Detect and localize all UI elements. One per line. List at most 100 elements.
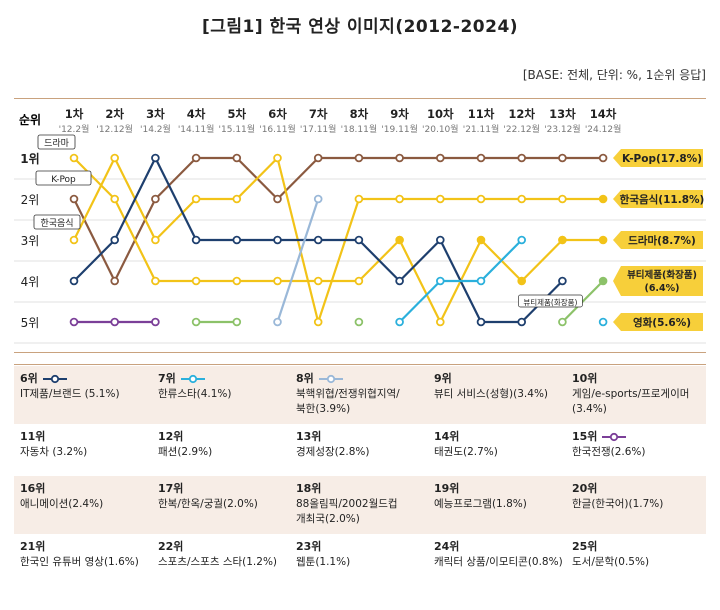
end-label-box: [613, 313, 703, 331]
legend-rank: 16위: [20, 480, 152, 497]
start-label: K-Pop: [51, 175, 76, 185]
legend-name: 88올림픽/2002월드컵 개최국(2.0%): [296, 498, 398, 525]
legend-name: 북핵위협/전쟁위협지역/북한(3.9%): [296, 388, 400, 415]
data-point: [110, 276, 119, 286]
legend-rank: 20위: [572, 480, 704, 497]
legend-rank: 15위: [572, 428, 704, 445]
legend-name: 한복/한옥/궁궐(2.0%): [158, 498, 258, 510]
data-point: [435, 235, 445, 245]
data-point: [476, 276, 486, 286]
legend-row: 11위 자동차 (3.2%) 12위 패션(2.9%) 13위 경제성장(2.8%) 14위…: [14, 424, 706, 476]
wave-date: '14.2월: [140, 123, 171, 135]
legend-cell: 17위 한복/한옥/궁궐(2.0%): [152, 476, 290, 534]
wave-headers: 1차 '12.2월 2차 '12.12월 3차 '14.2월 4차 '14.11월 5차 '15.…: [59, 107, 622, 135]
legend-name: 한국전쟁(2.6%): [572, 446, 646, 458]
legend-rank: 13위: [296, 428, 428, 445]
series-line: [398, 239, 523, 323]
data-point: [354, 276, 364, 286]
legend-name: 도서/문학(0.5%): [572, 556, 650, 568]
legend-cell: 18위 88올림픽/2002월드컵 개최국(2.0%): [290, 476, 428, 534]
data-point: [598, 235, 608, 245]
legend-rank: 8위: [296, 370, 428, 387]
wave-label: 10차: [427, 107, 454, 121]
data-point: [110, 194, 119, 204]
start-label: 드라마: [44, 138, 70, 149]
legend-rank: 22위: [158, 538, 290, 555]
legend-rank: 11위: [20, 428, 152, 445]
base-note: [BASE: 전체, 단위: %, 1순위 응답]: [522, 68, 706, 82]
legend-rank-text: 7위: [158, 372, 176, 385]
legend-cell: 19위 예능프로그램(1.8%): [428, 476, 566, 534]
legend-rank: 24위: [434, 538, 566, 555]
wave-label: 9차: [390, 107, 409, 121]
data-point: [110, 317, 119, 327]
start-label: 한국음식: [40, 218, 73, 229]
end-label: (6.4%): [644, 283, 679, 294]
y-tick-label: 1위: [20, 152, 39, 166]
end-label: 뷰티제품(화장품): [627, 269, 697, 281]
wave-date: '22.12월: [503, 123, 540, 135]
data-point: [191, 194, 201, 204]
legend-cell: 16위 애니메이션(2.4%): [14, 476, 152, 534]
data-point: [69, 194, 79, 204]
legend-rank: 25위: [572, 538, 704, 555]
data-point: [517, 194, 526, 204]
data-point: [476, 153, 486, 163]
data-point: [313, 317, 323, 327]
data-point: [435, 153, 445, 163]
legend-rank-text: 9위: [434, 372, 452, 385]
legend-name: IT제품/브랜드 (5.1%): [20, 388, 120, 400]
legend-name: 한글(한국어)(1.7%): [572, 498, 664, 510]
data-point: [476, 194, 486, 204]
legend-rank-text: 16위: [20, 482, 46, 495]
data-point: [313, 194, 323, 204]
y-axis-label: 순위: [19, 113, 41, 127]
legend-rank-text: 15위: [572, 430, 598, 443]
data-point: [354, 153, 364, 163]
legend-rank: 21위: [20, 538, 152, 555]
data-point: [273, 153, 282, 163]
legend-cell: 23위 웹툰(1.1%): [290, 534, 428, 590]
end-label-box: [613, 266, 703, 296]
legend-cell: 14위 태권도(2.7%): [428, 424, 566, 476]
data-point: [273, 194, 282, 204]
y-tick-labels: 1위 2위 3위 4위 5위: [20, 152, 39, 330]
legend-rank-text: 18위: [296, 482, 322, 495]
data-point: [110, 153, 119, 163]
y-tick-label: 3위: [21, 234, 40, 248]
start-label-box: [33, 214, 81, 230]
wave-label: 13차: [549, 107, 576, 121]
end-label: K-Pop(17.8%): [622, 153, 702, 165]
wave-label: 1차: [65, 107, 84, 121]
series-line: [276, 198, 320, 323]
y-tick-label: 5위: [21, 316, 40, 330]
legend-cell: 24위 캐릭터 상품/이모티콘(0.8%): [428, 534, 566, 590]
wave-date: '20.10월: [422, 123, 459, 135]
legend-rank: 19위: [434, 480, 566, 497]
wave-label: 12차: [508, 107, 535, 121]
wave-label: 8차: [350, 107, 369, 121]
legend-name: 패션(2.9%): [158, 446, 213, 458]
legend-rank: 14위: [434, 428, 566, 445]
legend-row: 16위 애니메이션(2.4%) 17위 한복/한옥/궁궐(2.0%) 18위 88올림픽/…: [14, 476, 706, 534]
wave-date: '16.11월: [259, 123, 296, 135]
legend-line-swatch: [180, 374, 205, 383]
data-point: [191, 276, 201, 286]
data-point-filled: [558, 235, 567, 245]
end-label-box: [613, 231, 703, 249]
data-point: [354, 194, 364, 204]
data-point: [558, 276, 567, 286]
wave-label: 2차: [105, 107, 124, 121]
extra-ranks-table: 6위 IT제품/브랜드 (5.1%) 7위 한류스타(4.1%) 8위 북핵위협/전쟁위협…: [14, 366, 706, 590]
data-point: [598, 194, 608, 204]
legend-rank: 9위: [434, 370, 566, 387]
data-point: [69, 153, 79, 163]
data-point: [273, 235, 282, 245]
data-point: [435, 317, 445, 327]
legend-rank-text: 10위: [572, 372, 598, 385]
wave-date: '19.11월: [381, 123, 418, 135]
wave-date: '21.11월: [463, 123, 500, 135]
legend-rank-text: 25위: [572, 540, 598, 553]
wave-label: 3차: [146, 107, 165, 121]
